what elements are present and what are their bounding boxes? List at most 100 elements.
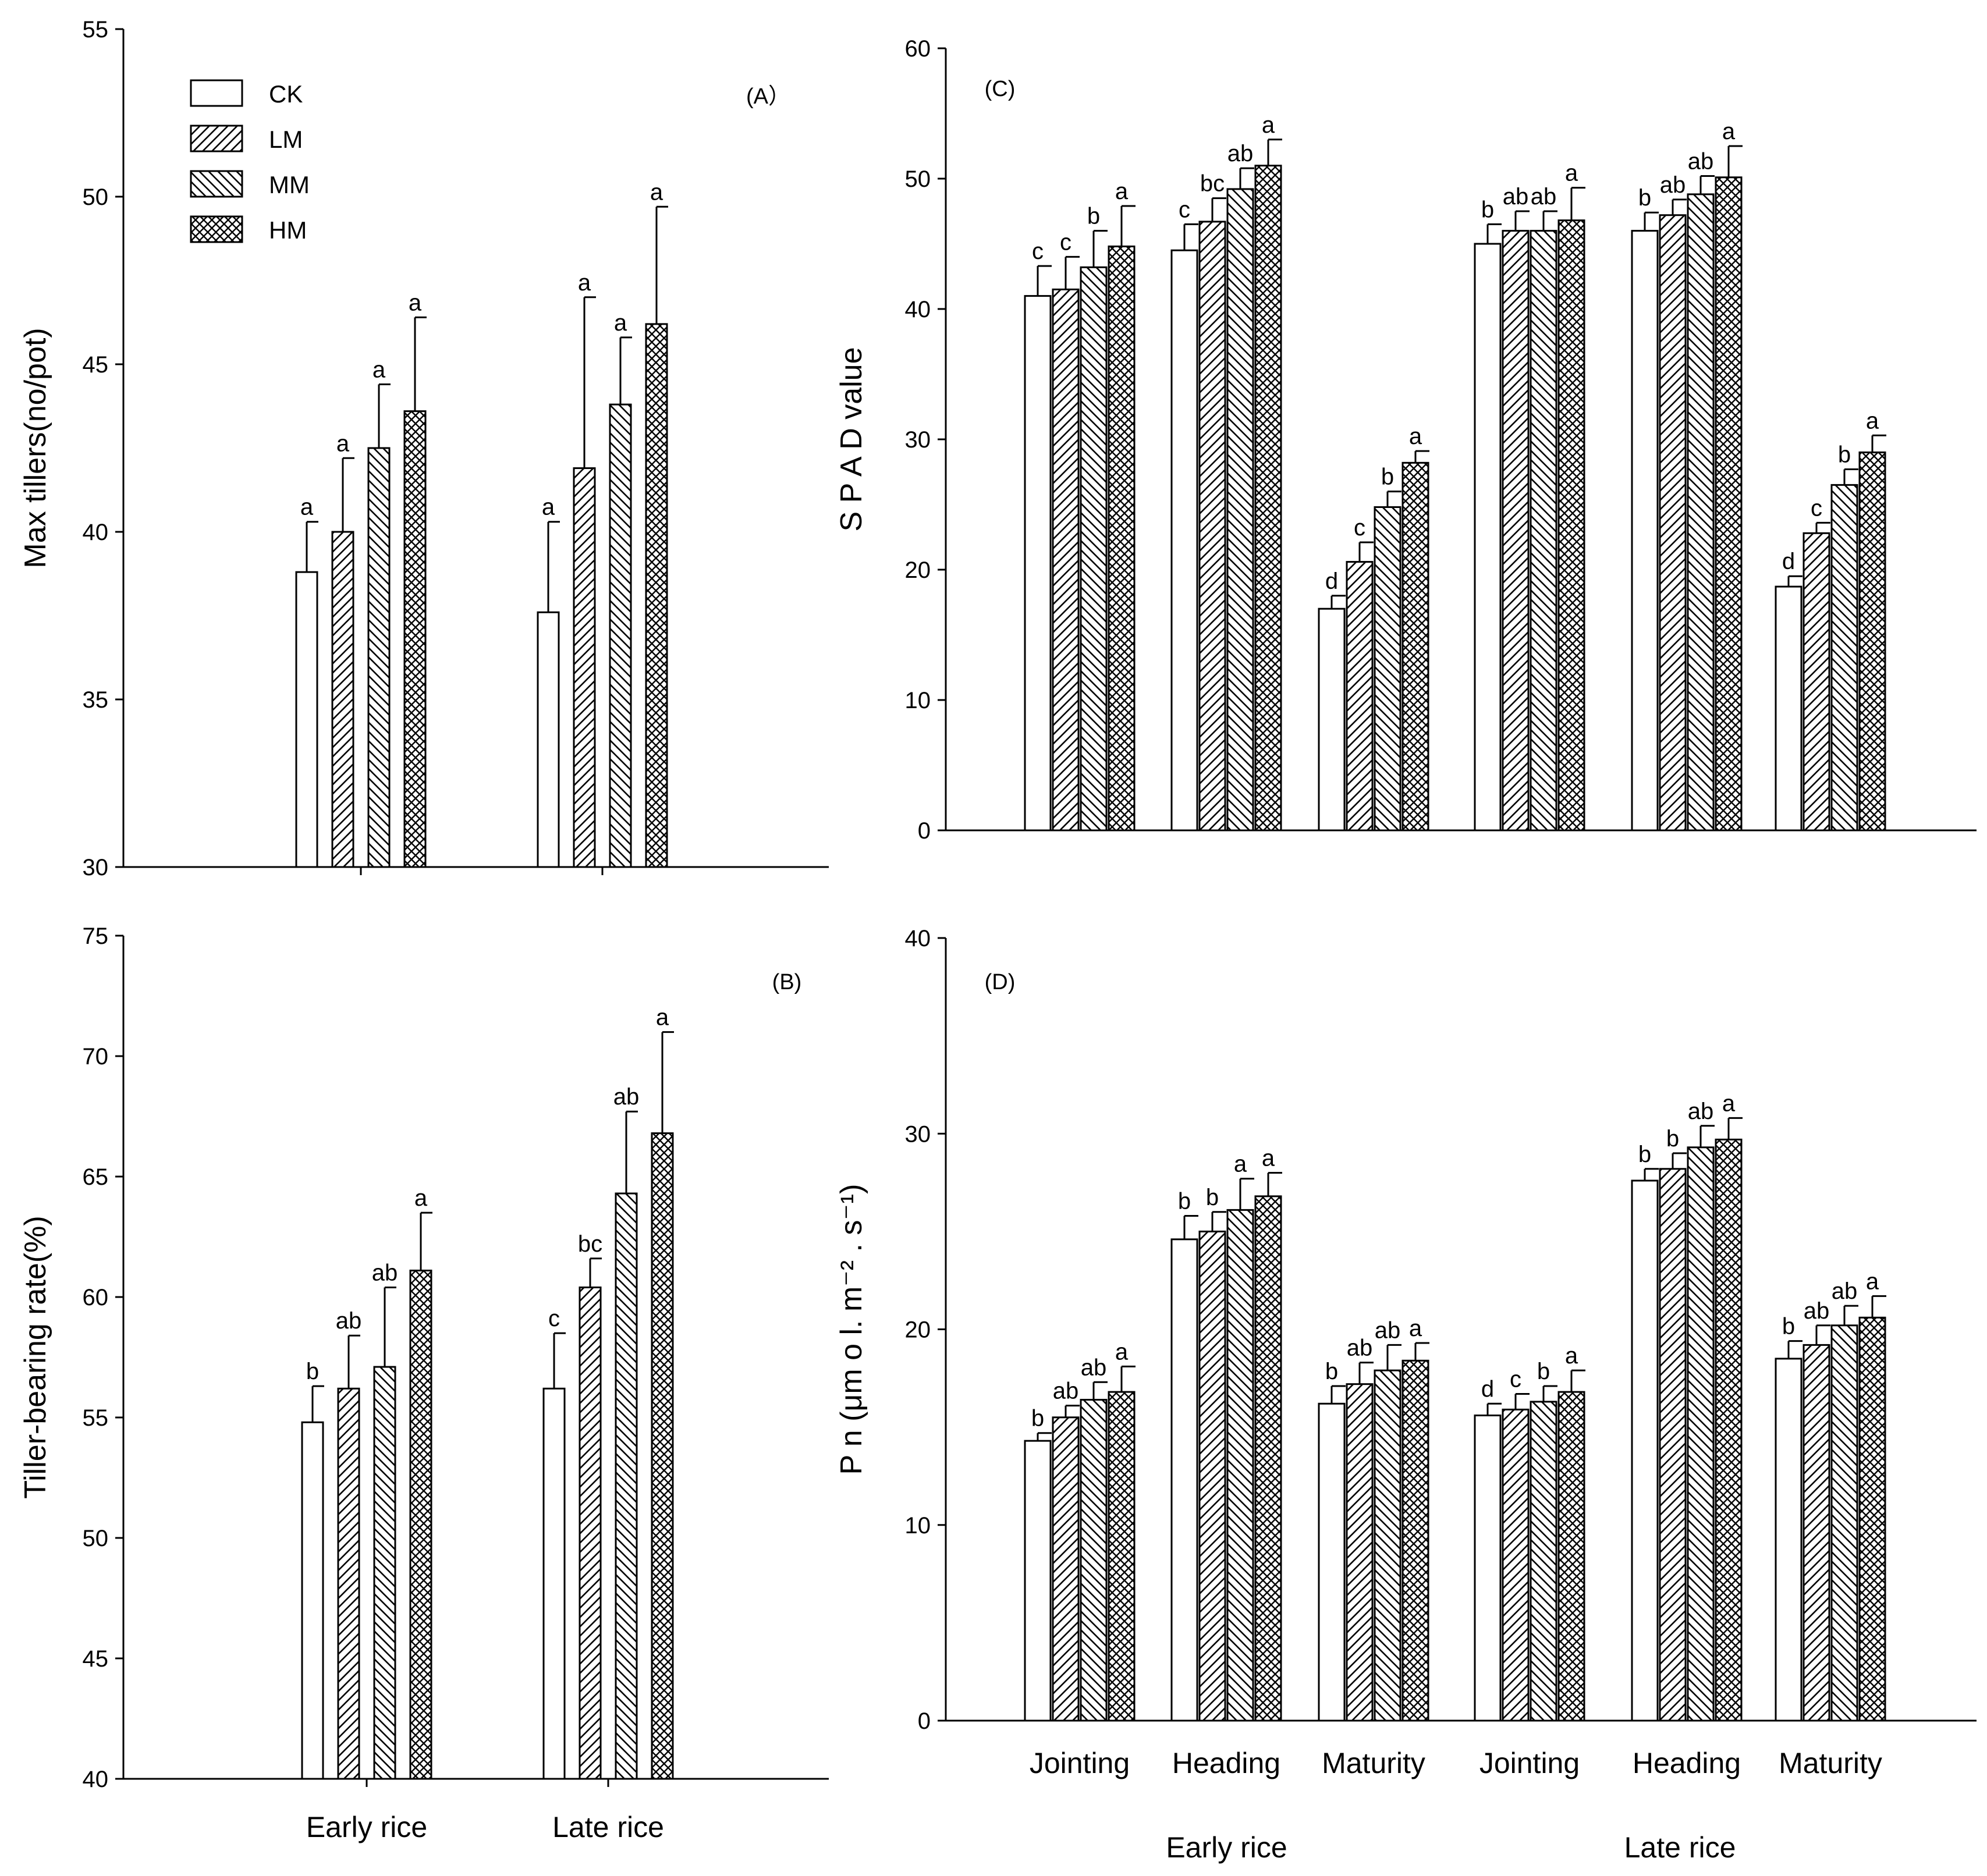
significance-label: a bbox=[414, 1185, 428, 1211]
significance-label: ab bbox=[1503, 184, 1529, 209]
bar-hm bbox=[645, 323, 668, 868]
y-tick-label-b: 65 bbox=[83, 1164, 109, 1190]
significance-label: c bbox=[1179, 197, 1190, 222]
bar-lm bbox=[1803, 1344, 1830, 1722]
significance-label: ab bbox=[1660, 172, 1686, 198]
y-axis-title-d: P n (μm o l. m⁻² . s⁻¹) bbox=[835, 1184, 868, 1475]
significance-label: b bbox=[1031, 1406, 1044, 1431]
significance-label: b bbox=[1381, 464, 1394, 490]
bar-ck bbox=[1775, 1358, 1803, 1722]
bar-mm bbox=[1226, 1209, 1254, 1722]
significance-label: a bbox=[336, 431, 350, 456]
y-tick-label-a: 55 bbox=[83, 17, 109, 42]
significance-label: a bbox=[409, 290, 422, 315]
y-tick-label-a: 30 bbox=[83, 855, 109, 880]
significance-label: ab bbox=[1347, 1335, 1373, 1361]
significance-label: a bbox=[1115, 1339, 1129, 1365]
significance-label: ab bbox=[1832, 1278, 1858, 1304]
x-tick-label-b: Early rice bbox=[306, 1811, 427, 1843]
bar-hm bbox=[1858, 451, 1886, 832]
bar-hm bbox=[1401, 1359, 1429, 1722]
significance-label: b bbox=[306, 1359, 319, 1384]
y-tick-label-b: 60 bbox=[83, 1285, 109, 1310]
significance-label: b bbox=[1537, 1359, 1550, 1384]
y-axis-title-a: Max tillers(no/pot) bbox=[19, 328, 52, 568]
y-tick-label-a: 50 bbox=[83, 184, 109, 210]
panel-label-d: (D) bbox=[985, 970, 1016, 994]
bar-mm bbox=[1687, 193, 1715, 832]
bar-hm bbox=[1858, 1316, 1886, 1722]
y-tick-label-b: 40 bbox=[83, 1767, 109, 1792]
y-tick-label-d: 20 bbox=[905, 1317, 931, 1343]
significance-label: a bbox=[650, 179, 663, 205]
bar-mm bbox=[1830, 1324, 1858, 1722]
bar-lm bbox=[579, 1286, 602, 1780]
bar-ck bbox=[542, 1387, 566, 1780]
bar-mm bbox=[367, 447, 391, 868]
bar-mm bbox=[373, 1366, 396, 1780]
significance-label: b bbox=[1838, 442, 1851, 468]
bar-mm bbox=[1830, 484, 1858, 832]
significance-label: a bbox=[1409, 424, 1422, 449]
y-tick-label-d: 40 bbox=[905, 926, 931, 951]
y-tick-label-a: 40 bbox=[83, 520, 109, 545]
significance-label: ab bbox=[1053, 1378, 1079, 1404]
bar-lm bbox=[1502, 230, 1530, 832]
y-tick-label-c: 50 bbox=[905, 166, 931, 192]
y-tick-label-d: 0 bbox=[918, 1708, 931, 1734]
significance-label: ab bbox=[372, 1260, 398, 1285]
significance-label: c bbox=[1354, 515, 1365, 541]
bar-ck bbox=[1631, 230, 1659, 832]
significance-label: d bbox=[1782, 549, 1795, 574]
significance-label: d bbox=[1481, 1376, 1494, 1402]
bar-lm bbox=[1659, 1168, 1687, 1722]
bar-ck bbox=[1318, 1402, 1346, 1722]
bar-hm bbox=[1557, 1391, 1585, 1722]
significance-label: a bbox=[542, 495, 555, 520]
significance-label: ab bbox=[1375, 1317, 1401, 1343]
bar-ck bbox=[1474, 1414, 1502, 1722]
bar-ck bbox=[1024, 295, 1052, 832]
bar-hm bbox=[651, 1132, 674, 1780]
y-tick-label-b: 50 bbox=[83, 1526, 109, 1551]
significance-label: d bbox=[1325, 569, 1338, 594]
legend-swatch-lm bbox=[190, 125, 243, 152]
y-tick-label-d: 30 bbox=[905, 1121, 931, 1147]
bar-ck bbox=[1170, 249, 1198, 832]
significance-label: a bbox=[1722, 1090, 1736, 1116]
bar-mm bbox=[1374, 1369, 1401, 1722]
bar-ck bbox=[1318, 607, 1346, 832]
bar-hm bbox=[1401, 461, 1429, 832]
significance-label: a bbox=[656, 1005, 669, 1031]
significance-label: b bbox=[1638, 185, 1651, 211]
panel-b: 40 45 50 55 60 65 70 75 Tiller-bearing rate(%) (B… bbox=[19, 923, 829, 1843]
bar-lm bbox=[331, 531, 354, 868]
significance-label: a bbox=[578, 270, 591, 296]
bar-mm bbox=[615, 1192, 638, 1780]
bar-hm bbox=[1715, 176, 1743, 832]
panel-label-a: (A） bbox=[746, 84, 790, 109]
significance-label: a bbox=[1565, 161, 1578, 186]
x-tick-label-d: Maturity bbox=[1322, 1747, 1425, 1779]
bar-hm bbox=[1254, 1195, 1282, 1722]
y-tick-label-d: 10 bbox=[905, 1513, 931, 1539]
y-tick-label-b: 55 bbox=[83, 1405, 109, 1431]
bar-ck bbox=[1775, 585, 1803, 832]
y-axis-title-b: Tiller-bearing rate(%) bbox=[19, 1216, 52, 1498]
y-tick-label-a: 45 bbox=[83, 352, 109, 378]
x-tick-label-d: Heading bbox=[1172, 1747, 1280, 1779]
significance-label: a bbox=[1409, 1316, 1422, 1341]
bar-hm bbox=[1715, 1138, 1743, 1722]
bar-ck bbox=[1024, 1440, 1052, 1722]
significance-label: b bbox=[1206, 1185, 1219, 1210]
bar-ck bbox=[301, 1421, 324, 1780]
bar-lm bbox=[1198, 1230, 1226, 1722]
bar-mm bbox=[1080, 266, 1108, 832]
significance-label: c bbox=[1811, 495, 1822, 521]
y-tick-label-b: 75 bbox=[83, 923, 109, 949]
significance-label: b bbox=[1325, 1359, 1338, 1384]
bar-mm bbox=[609, 403, 632, 868]
significance-label: a bbox=[372, 357, 386, 383]
